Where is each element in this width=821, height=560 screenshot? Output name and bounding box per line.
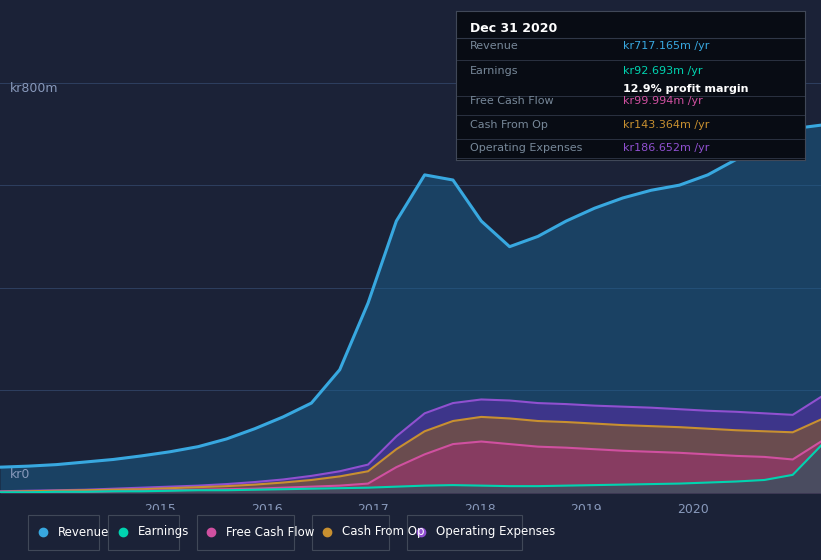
Text: Dec 31 2020: Dec 31 2020 (470, 22, 557, 35)
Text: kr800m: kr800m (10, 82, 58, 95)
Text: kr143.364m /yr: kr143.364m /yr (623, 119, 709, 129)
Text: kr717.165m /yr: kr717.165m /yr (623, 41, 709, 51)
Text: Free Cash Flow: Free Cash Flow (227, 525, 314, 539)
Text: kr186.652m /yr: kr186.652m /yr (623, 143, 709, 153)
Text: Free Cash Flow: Free Cash Flow (470, 96, 553, 106)
Text: Earnings: Earnings (138, 525, 189, 539)
Text: 12.9% profit margin: 12.9% profit margin (623, 84, 749, 94)
Text: Cash From Op: Cash From Op (470, 119, 548, 129)
Text: Revenue: Revenue (57, 525, 109, 539)
Text: kr0: kr0 (10, 468, 30, 481)
Text: Revenue: Revenue (470, 41, 518, 51)
Text: Operating Expenses: Operating Expenses (470, 143, 582, 153)
Text: kr92.693m /yr: kr92.693m /yr (623, 66, 703, 76)
Text: Operating Expenses: Operating Expenses (436, 525, 555, 539)
Text: Cash From Op: Cash From Op (342, 525, 424, 539)
Text: kr99.994m /yr: kr99.994m /yr (623, 96, 703, 106)
Text: Earnings: Earnings (470, 66, 518, 76)
